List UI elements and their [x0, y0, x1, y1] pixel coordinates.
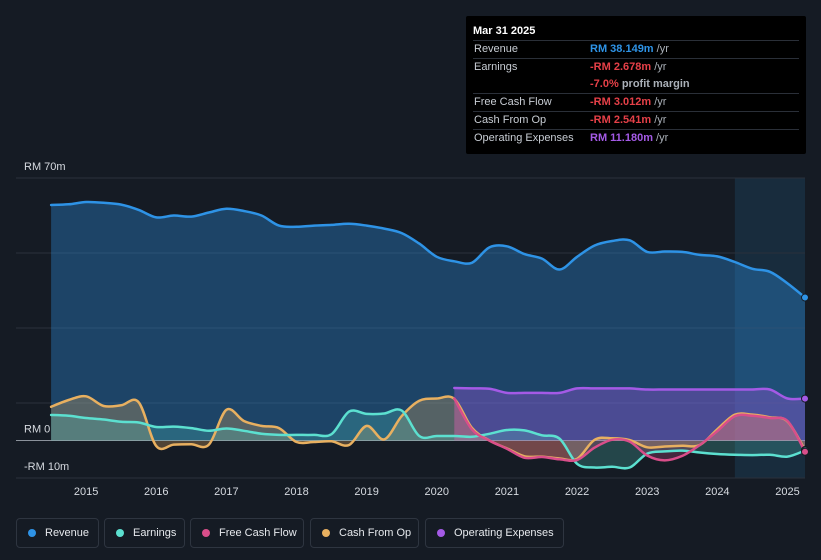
tooltip-value: RM 11.180m /yr — [590, 130, 668, 147]
tooltip-row-margin: -7.0% profit margin — [473, 76, 799, 93]
y-tick-label: RM 0 — [24, 424, 50, 436]
series-line-revenue — [49, 200, 807, 299]
x-tick-label: 2024 — [705, 486, 729, 498]
tooltip-unit: /yr — [654, 114, 667, 126]
series-line-cash-from-op — [49, 394, 807, 462]
tooltip-label: Earnings — [474, 61, 518, 73]
tooltip-row-earnings: Earnings -RM 2.678m /yr — [473, 58, 799, 76]
y-tick-label: RM 70m — [24, 161, 66, 173]
y-axis: RM 70m RM 0 -RM 10m — [24, 161, 69, 473]
legend-free-cash-flow[interactable]: Free Cash Flow — [190, 518, 304, 548]
series-areas — [51, 201, 806, 469]
tooltip-row-opex: Operating Expenses RM 11.180m /yr — [473, 129, 799, 147]
end-marker-revenue — [801, 293, 809, 302]
tooltip-unit: /yr — [654, 96, 667, 108]
tooltip-row-revenue: Revenue RM 38.149m /yr — [473, 40, 799, 58]
legend-dot-icon — [322, 529, 330, 537]
legend-dot-icon — [116, 529, 124, 537]
grid — [16, 177, 805, 479]
tooltip-label: Operating Expenses — [474, 132, 574, 144]
tooltip-value: -RM 2.541m /yr — [590, 112, 666, 129]
series-line-free-cash-flow — [453, 397, 807, 463]
legend-label: Cash From Op — [339, 527, 412, 539]
series-area-free-cash-flow — [454, 398, 805, 461]
x-tick-label: 2017 — [214, 486, 238, 498]
legend-cash-from-op[interactable]: Cash From Op — [310, 518, 419, 548]
legend-label: Operating Expenses — [454, 527, 554, 539]
end-marker-operating-expenses — [801, 394, 809, 403]
tooltip-date: Mar 31 2025 — [473, 25, 536, 37]
legend-dot-icon — [202, 529, 210, 537]
legend-earnings[interactable]: Earnings — [104, 518, 185, 548]
series-lines — [49, 200, 807, 470]
legend-dot-icon — [28, 529, 36, 537]
tooltip-row-fcf: Free Cash Flow -RM 3.012m /yr — [473, 93, 799, 111]
end-markers — [801, 293, 809, 456]
x-tick-label: 2022 — [565, 486, 589, 498]
tooltip-row-cfo: Cash From Op -RM 2.541m /yr — [473, 111, 799, 129]
tooltip-unit: /yr — [654, 61, 667, 73]
tooltip-unit: profit margin — [621, 78, 690, 90]
x-tick-label: 2023 — [635, 486, 659, 498]
legend-label: Free Cash Flow — [219, 527, 297, 539]
legend-label: Earnings — [133, 527, 177, 539]
tooltip-amount: -RM 2.541m — [590, 114, 652, 126]
tooltip: Mar 31 2025 Revenue RM 38.149m /yr Earni… — [466, 16, 806, 154]
series-area-operating-expenses — [454, 388, 805, 441]
tooltip-value: -7.0% profit margin — [590, 76, 690, 93]
end-marker-free-cash-flow — [801, 447, 809, 456]
x-tick-label: 2015 — [74, 486, 98, 498]
x-tick-label: 2016 — [144, 486, 168, 498]
tooltip-label: Cash From Op — [474, 114, 547, 126]
tooltip-value: RM 38.149m /yr — [590, 41, 669, 58]
tooltip-amount: RM 11.180m — [590, 132, 653, 144]
tooltip-amount: RM 38.149m — [590, 43, 654, 55]
tooltip-unit: /yr — [656, 132, 669, 144]
tooltip-value: -RM 3.012m /yr — [590, 94, 666, 111]
tooltip-label: Free Cash Flow — [474, 96, 552, 108]
legend-label: Revenue — [45, 527, 90, 539]
tooltip-value: -RM 2.678m /yr — [590, 59, 666, 76]
x-axis: 2015 2016 2017 2018 2019 2020 2021 2022 2023 2024… — [74, 486, 800, 498]
series-line-operating-expenses — [453, 386, 807, 401]
legend-revenue[interactable]: Revenue — [16, 518, 99, 548]
x-tick-label: 2020 — [425, 486, 449, 498]
y-tick-label: -RM 10m — [24, 461, 69, 473]
series-area-revenue — [51, 201, 806, 441]
tooltip-amount: -RM 2.678m — [590, 61, 652, 73]
series-area-cash-from-op — [51, 396, 806, 461]
x-tick-label: 2018 — [284, 486, 308, 498]
legend-operating-expenses[interactable]: Operating Expenses — [425, 518, 564, 548]
series-line-earnings — [49, 408, 807, 470]
tooltip-unit: /yr — [656, 43, 669, 55]
tooltip-amount: -RM 3.012m — [590, 96, 652, 108]
x-tick-label: 2019 — [354, 486, 378, 498]
tooltip-amount: -7.0% — [590, 78, 619, 90]
tooltip-label: Revenue — [474, 43, 519, 55]
x-tick-label: 2025 — [775, 486, 799, 498]
series-area-earnings — [51, 409, 806, 469]
legend-dot-icon — [437, 529, 445, 537]
x-tick-label: 2021 — [495, 486, 519, 498]
